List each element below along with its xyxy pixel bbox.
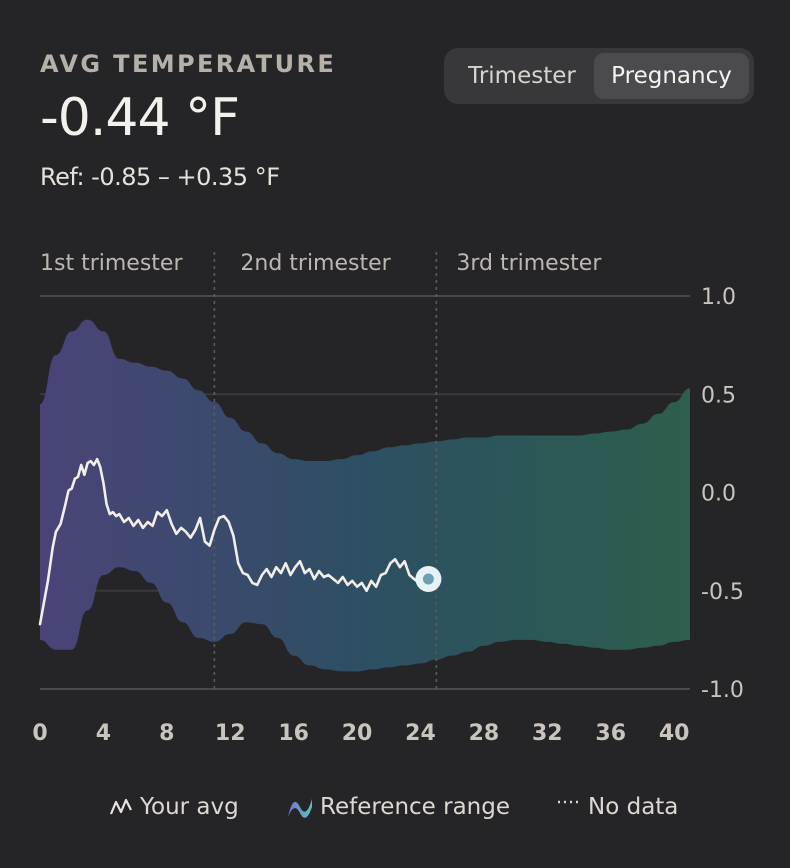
legend-your-avg: Your avg (108, 790, 239, 824)
legend-reference-range: Reference range (286, 790, 510, 824)
x-tick-label: 0 (32, 721, 47, 746)
reference-range-text: Ref: -0.85 – +0.35 °F (40, 163, 280, 191)
x-tick-label: 24 (405, 721, 436, 746)
trimester-label: 2nd trimester (240, 251, 391, 276)
x-tick-label: 40 (659, 721, 690, 746)
x-tick-label: 16 (278, 721, 309, 746)
y-tick-label: 1.0 (701, 285, 736, 310)
legend-label-reference-range: Reference range (320, 794, 511, 820)
metric-value: -0.44 °F (40, 88, 240, 148)
y-tick-label: 0.0 (701, 482, 736, 507)
y-tick-label: 0.5 (701, 383, 736, 408)
trimester-toggle-button[interactable]: Trimester (468, 63, 576, 89)
legend-label-your-avg: Your avg (140, 794, 239, 820)
view-toggle: Trimester Pregnancy (444, 48, 754, 104)
x-tick-label: 4 (96, 721, 111, 746)
trimester-label: 1st trimester (40, 251, 183, 276)
x-tick-label: 36 (595, 721, 626, 746)
current-point-dot (422, 573, 434, 585)
line-icon (109, 798, 132, 815)
x-tick-label: 28 (469, 721, 500, 746)
reference-range-band (40, 319, 690, 672)
x-tick-label: 32 (532, 721, 563, 746)
legend-label-no-data: No data (588, 794, 679, 820)
x-tick-label: 20 (342, 721, 373, 746)
legend-no-data: No data (556, 790, 678, 824)
y-tick-label: -1.0 (701, 678, 744, 703)
dotted-line-icon (558, 800, 580, 804)
y-tick-label: -0.5 (701, 580, 744, 605)
range-band-icon (288, 799, 312, 818)
trimester-label: 3rd trimester (456, 251, 602, 276)
x-tick-label: 8 (159, 721, 174, 746)
x-tick-label: 12 (215, 721, 246, 746)
temperature-chart: 1.0 0.5 0.0 -0.5 -1.0 0 4 8 12 16 20 24 28 32 36 40 1st … (32, 251, 744, 746)
pregnancy-toggle-button[interactable]: Pregnancy (594, 53, 749, 99)
your-avg-line (38, 457, 430, 626)
metric-title: AVG TEMPERATURE (40, 50, 337, 78)
